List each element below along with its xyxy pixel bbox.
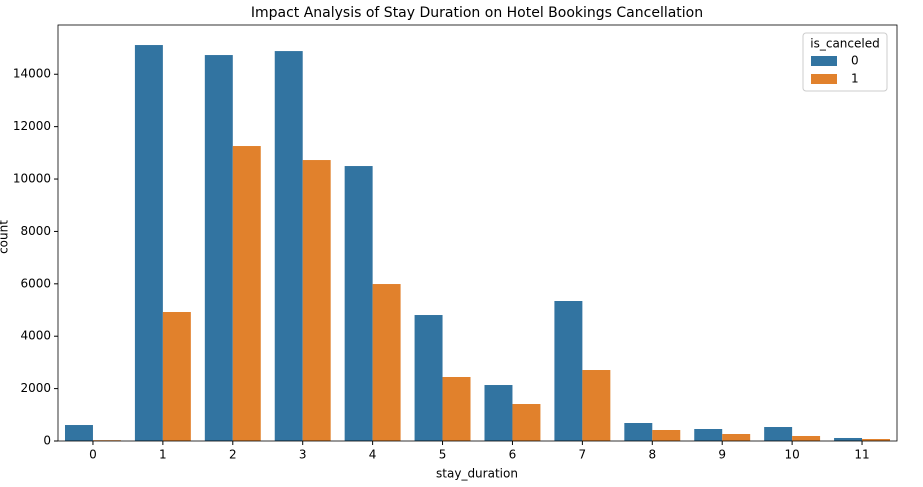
- bar: [274, 51, 303, 441]
- x-tick-label: 6: [509, 448, 517, 462]
- x-tick-label: 1: [159, 448, 167, 462]
- y-tick-label: 14000: [13, 67, 51, 81]
- legend-title: is_canceled: [810, 37, 879, 51]
- bar: [764, 427, 793, 441]
- x-axis-label: stay_duration: [436, 467, 518, 481]
- bar: [372, 284, 401, 441]
- bar: [134, 45, 163, 441]
- x-tick-label: 5: [439, 448, 447, 462]
- y-tick-label: 2000: [20, 381, 51, 395]
- plot-frame: [57, 24, 898, 442]
- y-tick-label: 4000: [20, 329, 51, 343]
- bar: [302, 160, 331, 441]
- bar: [554, 301, 583, 441]
- y-tick-label: 10000: [13, 172, 51, 186]
- bar: [722, 434, 751, 441]
- bar: [414, 315, 443, 441]
- x-tick-label: 3: [299, 448, 307, 462]
- y-axis-label: count: [0, 220, 11, 254]
- legend-swatch: [811, 74, 837, 84]
- legend-swatch: [811, 56, 837, 66]
- y-tick-label: 12000: [13, 119, 51, 133]
- y-tick-label: 0: [43, 434, 51, 448]
- x-tick-label: 8: [648, 448, 656, 462]
- bar: [694, 429, 723, 441]
- bar: [442, 377, 471, 441]
- x-tick-label: 11: [854, 448, 869, 462]
- x-tick-label: 4: [369, 448, 377, 462]
- y-tick-label: 8000: [20, 224, 51, 238]
- legend-label: 0: [851, 54, 859, 68]
- bar: [512, 404, 541, 441]
- x-tick-label: 10: [784, 448, 799, 462]
- bar: [652, 429, 681, 441]
- bar: [64, 425, 93, 441]
- legend-label: 1: [851, 72, 859, 86]
- x-tick-label: 7: [579, 448, 587, 462]
- y-tick-label: 6000: [20, 276, 51, 290]
- bar: [834, 437, 863, 441]
- bar: [484, 385, 513, 441]
- bar: [792, 435, 821, 441]
- bar: [162, 312, 191, 441]
- bar: [344, 166, 373, 441]
- chart-title: Impact Analysis of Stay Duration on Hote…: [251, 5, 703, 21]
- bar: [232, 146, 261, 441]
- bar: [624, 423, 653, 441]
- x-tick-label: 9: [718, 448, 726, 462]
- bar: [862, 439, 891, 441]
- bar: [582, 370, 611, 441]
- x-tick-label: 2: [229, 448, 237, 462]
- bar: [204, 55, 233, 441]
- x-tick-label: 0: [89, 448, 97, 462]
